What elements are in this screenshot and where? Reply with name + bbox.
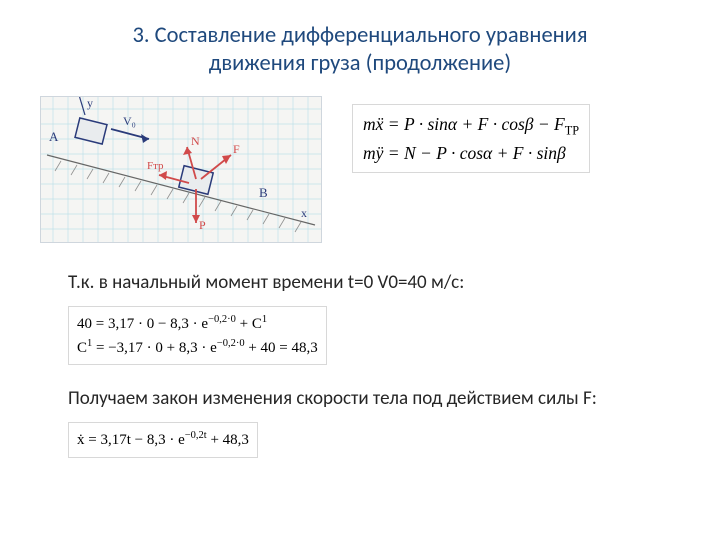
top-row: V₀ N F Fтр P x bbox=[40, 96, 680, 243]
diagram-svg: V₀ N F Fтр P x bbox=[41, 97, 321, 242]
label-ftp: Fтр bbox=[147, 160, 164, 172]
label-x: x bbox=[301, 206, 307, 220]
label-a: A bbox=[49, 129, 59, 144]
label-y: y bbox=[87, 97, 93, 110]
eq-line-1: mẍ = P · sinα + F · cosβ − FТР bbox=[363, 111, 579, 140]
title-line-2: движения груза (продолжение) bbox=[209, 50, 511, 77]
calc-line-2: C1 = −3,17 · 0 + 8,3 · e−0,2·0 + 40 = 48… bbox=[77, 336, 318, 360]
eq-line-2: mÿ = N − P · cosα + F · sinβ bbox=[363, 140, 579, 166]
result-text: Получаем закон изменения скорости тела п… bbox=[68, 387, 680, 410]
label-b: B bbox=[259, 185, 268, 200]
label-n: N bbox=[191, 134, 200, 148]
main-equations: mẍ = P · sinα + F · cosβ − FТР mÿ = N − … bbox=[352, 104, 590, 173]
label-p: P bbox=[199, 218, 206, 232]
label-v0: V₀ bbox=[123, 114, 136, 128]
physics-diagram: V₀ N F Fтр P x bbox=[40, 96, 322, 243]
initial-condition-text: Т.к. в начальный момент времени t=0 V0=4… bbox=[68, 271, 680, 294]
calc-line-1: 40 = 3,17 · 0 − 8,3 · e−0,2·0 + C1 bbox=[77, 312, 318, 336]
calc-equations: 40 = 3,17 · 0 − 8,3 · e−0,2·0 + C1 C1 = … bbox=[68, 306, 327, 365]
final-equation: ẋ = 3,17t − 8,3 · e−0,2t + 48,3 bbox=[68, 422, 258, 458]
slide: 3. Составление дифференциального уравнен… bbox=[0, 0, 720, 540]
title-line-1: 3. Составление дифференциального уравнен… bbox=[133, 22, 588, 49]
label-f: F bbox=[233, 142, 240, 156]
slide-title: 3. Составление дифференциального уравнен… bbox=[40, 22, 680, 78]
